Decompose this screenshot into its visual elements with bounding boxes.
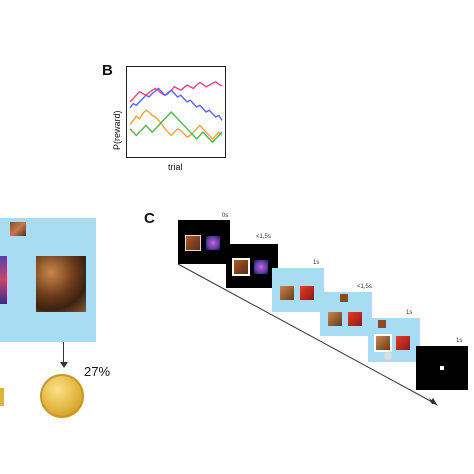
trial-frame-1	[178, 220, 230, 264]
gold-coin-icon	[40, 374, 84, 418]
stimulus-right	[300, 286, 314, 300]
panel-c-letter: C	[144, 210, 155, 227]
panel-b-ylabel: P(reward)	[112, 110, 122, 150]
trial-frame-6-fixation	[416, 346, 468, 390]
timing-label-4: <1,5s	[357, 284, 372, 290]
reward-probability-chart	[126, 66, 226, 158]
left-stimulus-image	[0, 256, 7, 304]
panel-a-stimulus-screen	[0, 218, 96, 342]
timing-label-5: 1s	[406, 310, 413, 316]
timing-label-3: 1s	[313, 260, 320, 266]
series-line-0	[129, 80, 223, 103]
stimulus-right	[254, 260, 268, 274]
stimulus-right	[206, 236, 220, 250]
panel-b-letter: B	[102, 62, 113, 79]
arrow-head-icon	[60, 362, 68, 368]
small-stimulus-image	[10, 222, 26, 236]
trial-frame-3	[272, 268, 324, 312]
timing-label-1: 0s	[222, 213, 229, 219]
center-stimulus-image	[36, 256, 86, 312]
stimulus-left	[328, 312, 342, 326]
stimulus-right	[348, 312, 362, 326]
coin-edge-partial	[0, 388, 4, 406]
chart-frame	[126, 66, 226, 158]
stimulus-left-selected	[232, 258, 250, 276]
timing-label-6: 1s	[456, 338, 463, 344]
panel-b-xlabel: trial	[168, 162, 183, 172]
arrow-down-icon	[63, 342, 64, 364]
fixation-cross-icon	[440, 366, 444, 370]
outcome-coin-icon	[384, 352, 392, 360]
stimulus-left	[280, 286, 294, 300]
trial-frame-2	[226, 244, 278, 288]
small-cue-image	[340, 294, 348, 302]
trial-frame-5	[368, 318, 420, 362]
trial-frame-4	[320, 292, 372, 336]
stimulus-left-selected	[374, 334, 392, 352]
stimulus-left	[185, 235, 201, 251]
reward-percentage: 27%	[84, 364, 111, 379]
series-line-1	[129, 87, 223, 121]
stimulus-right	[396, 336, 410, 350]
small-cue-image	[378, 320, 386, 328]
series-line-2	[129, 109, 223, 140]
series-line-3	[129, 110, 223, 144]
timing-label-2: <1,5s	[256, 234, 271, 240]
